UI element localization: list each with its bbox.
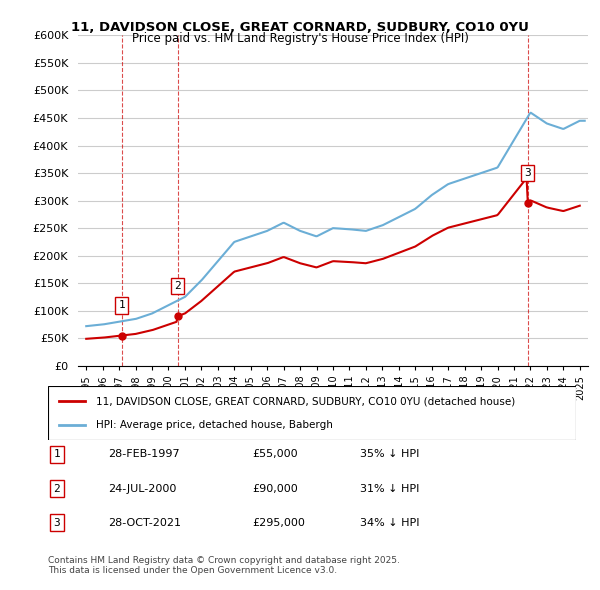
Text: Price paid vs. HM Land Registry's House Price Index (HPI): Price paid vs. HM Land Registry's House …	[131, 32, 469, 45]
Text: 11, DAVIDSON CLOSE, GREAT CORNARD, SUDBURY, CO10 0YU (detached house): 11, DAVIDSON CLOSE, GREAT CORNARD, SUDBU…	[95, 396, 515, 407]
Text: 28-FEB-1997: 28-FEB-1997	[108, 450, 179, 459]
Text: 3: 3	[53, 518, 61, 527]
Text: £90,000: £90,000	[252, 484, 298, 493]
Text: £295,000: £295,000	[252, 518, 305, 527]
FancyBboxPatch shape	[48, 386, 576, 440]
Text: 28-OCT-2021: 28-OCT-2021	[108, 518, 181, 527]
Text: Contains HM Land Registry data © Crown copyright and database right 2025.
This d: Contains HM Land Registry data © Crown c…	[48, 556, 400, 575]
Text: 3: 3	[524, 168, 531, 178]
Text: 1: 1	[118, 300, 125, 310]
Text: £55,000: £55,000	[252, 450, 298, 459]
Text: 2: 2	[175, 281, 181, 291]
Text: 35% ↓ HPI: 35% ↓ HPI	[360, 450, 419, 459]
Text: HPI: Average price, detached house, Babergh: HPI: Average price, detached house, Babe…	[95, 419, 332, 430]
Text: 11, DAVIDSON CLOSE, GREAT CORNARD, SUDBURY, CO10 0YU: 11, DAVIDSON CLOSE, GREAT CORNARD, SUDBU…	[71, 21, 529, 34]
Text: 31% ↓ HPI: 31% ↓ HPI	[360, 484, 419, 493]
Text: 1: 1	[53, 450, 61, 459]
Text: 2: 2	[53, 484, 61, 493]
Text: 24-JUL-2000: 24-JUL-2000	[108, 484, 176, 493]
Text: 34% ↓ HPI: 34% ↓ HPI	[360, 518, 419, 527]
